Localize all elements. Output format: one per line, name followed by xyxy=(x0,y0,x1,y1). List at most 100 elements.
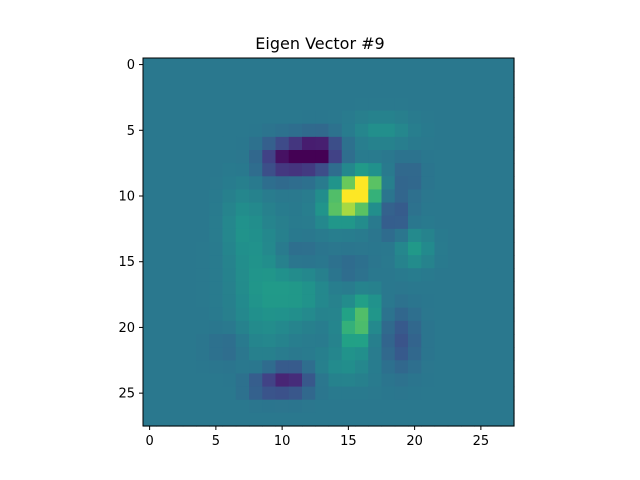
heatmap-cell xyxy=(182,202,197,217)
heatmap-cell xyxy=(315,373,330,388)
heatmap-cell xyxy=(156,360,171,375)
heatmap-cell xyxy=(421,97,436,112)
heatmap-cell xyxy=(182,320,197,335)
heatmap-cell xyxy=(169,347,184,361)
heatmap-cell xyxy=(302,334,316,348)
heatmap-cell xyxy=(394,255,409,269)
heatmap-cell xyxy=(487,412,502,427)
heatmap-cell xyxy=(222,307,237,322)
heatmap-cell xyxy=(275,347,290,361)
heatmap-cell xyxy=(328,268,343,283)
heatmap-cell xyxy=(275,110,290,125)
heatmap-cell xyxy=(288,202,303,217)
heatmap-cell xyxy=(474,373,489,388)
heatmap-cell xyxy=(368,294,383,309)
heatmap-cell xyxy=(169,360,184,375)
x-tick-label: 15 xyxy=(340,434,357,449)
heatmap-cell xyxy=(447,123,462,138)
heatmap-cell xyxy=(487,58,502,72)
heatmap-cell xyxy=(461,176,475,191)
heatmap-cell xyxy=(328,176,343,191)
heatmap-cell xyxy=(434,347,449,361)
heatmap-cell xyxy=(209,386,224,401)
heatmap-cell xyxy=(315,268,330,283)
heatmap-cell xyxy=(222,294,237,309)
heatmap-cell xyxy=(169,176,184,191)
heatmap-cell xyxy=(500,255,515,269)
heatmap-cell xyxy=(143,255,157,269)
heatmap-cell xyxy=(421,281,436,296)
heatmap-cell xyxy=(500,307,515,322)
heatmap-cell xyxy=(328,307,343,322)
heatmap-cell xyxy=(341,242,356,256)
heatmap-cell xyxy=(341,334,356,348)
heatmap-cell xyxy=(328,255,343,269)
heatmap-cell xyxy=(394,97,409,112)
heatmap-cell xyxy=(209,176,224,191)
heatmap-cell xyxy=(487,242,502,256)
heatmap-cell xyxy=(355,255,369,269)
heatmap-cell xyxy=(368,399,383,414)
heatmap-cell xyxy=(355,97,369,112)
heatmap-cell xyxy=(222,281,237,296)
heatmap-cell xyxy=(328,360,343,375)
heatmap-cell xyxy=(341,189,356,204)
heatmap-cell xyxy=(262,71,277,85)
heatmap-cell xyxy=(143,242,157,256)
y-tick-label: 10 xyxy=(118,190,135,205)
heatmap-cell xyxy=(328,123,343,138)
heatmap-cell xyxy=(288,242,303,256)
heatmap-cell xyxy=(408,163,422,177)
heatmap-cell xyxy=(143,189,157,204)
heatmap-cell xyxy=(315,215,330,230)
heatmap-cell xyxy=(381,84,396,99)
heatmap-cell xyxy=(182,84,197,99)
heatmap-cell xyxy=(368,242,383,256)
heatmap-cell xyxy=(249,163,263,177)
heatmap-cell xyxy=(302,58,316,72)
heatmap-cell xyxy=(355,163,369,177)
heatmap-cell xyxy=(182,228,197,243)
heatmap-cell xyxy=(143,176,157,191)
heatmap-cell xyxy=(461,307,475,322)
heatmap-cell xyxy=(368,71,383,85)
heatmap-cell xyxy=(434,386,449,401)
heatmap-cell xyxy=(156,347,171,361)
heatmap-cell xyxy=(209,97,224,112)
heatmap-cell xyxy=(302,242,316,256)
heatmap-cell xyxy=(182,215,197,230)
heatmap-cell xyxy=(156,176,171,191)
heatmap-cell xyxy=(169,268,184,283)
heatmap-cell xyxy=(381,176,396,191)
heatmap-cell xyxy=(222,150,237,164)
heatmap-cell xyxy=(368,386,383,401)
heatmap-cell xyxy=(288,255,303,269)
heatmap-cell xyxy=(447,412,462,427)
heatmap-cell xyxy=(421,334,436,348)
heatmap-cell xyxy=(288,281,303,296)
heatmap-cell xyxy=(143,347,157,361)
heatmap-cell xyxy=(209,71,224,85)
heatmap-cell xyxy=(341,255,356,269)
heatmap-cell xyxy=(381,202,396,217)
heatmap-cell xyxy=(434,242,449,256)
heatmap-cell xyxy=(461,110,475,125)
heatmap-cell xyxy=(249,255,263,269)
heatmap-cell xyxy=(394,294,409,309)
heatmap-cell xyxy=(222,399,237,414)
heatmap-cell xyxy=(262,347,277,361)
heatmap-cell xyxy=(249,58,263,72)
heatmap-cell xyxy=(196,58,210,72)
heatmap-cell xyxy=(447,84,462,99)
heatmap-cell xyxy=(487,255,502,269)
heatmap-cell xyxy=(222,163,237,177)
heatmap-cell xyxy=(143,123,157,138)
heatmap-cell xyxy=(328,294,343,309)
heatmap-cell xyxy=(421,294,436,309)
heatmap-cell xyxy=(381,386,396,401)
heatmap-cell xyxy=(196,163,210,177)
heatmap-cell xyxy=(421,202,436,217)
heatmap-cell xyxy=(262,268,277,283)
heatmap-cell xyxy=(315,347,330,361)
